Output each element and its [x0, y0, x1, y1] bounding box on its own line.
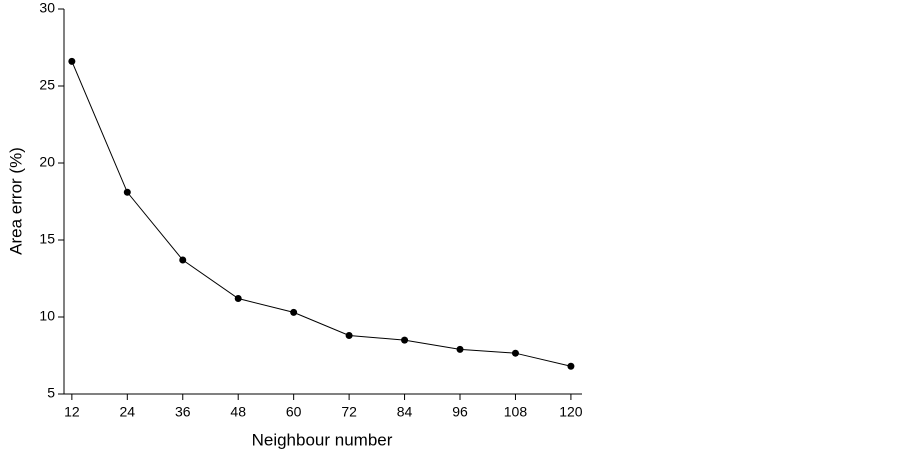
x-tick-label: 36 — [175, 404, 191, 420]
data-point — [456, 345, 464, 353]
data-point — [511, 349, 519, 357]
x-tick-label: 60 — [286, 404, 302, 420]
x-tick-label: 120 — [559, 404, 583, 420]
data-point — [179, 256, 187, 264]
x-axis-title: Neighbour number — [252, 430, 393, 449]
x-tick-label: 84 — [397, 404, 413, 420]
x-tick-label: 96 — [452, 404, 468, 420]
y-tick-label: 25 — [39, 77, 55, 93]
data-line — [71, 61, 572, 367]
x-tick-label: 72 — [341, 404, 357, 420]
y-tick-label: 20 — [39, 154, 55, 170]
x-tick-label: 48 — [230, 404, 246, 420]
x-tick-label: 108 — [504, 404, 528, 420]
y-axis-title: Area error (%) — [6, 147, 25, 255]
data-point — [290, 308, 298, 316]
y-tick-label: 10 — [39, 308, 55, 324]
x-tick-label: 24 — [120, 404, 136, 420]
data-point — [68, 57, 76, 65]
y-tick-label: 15 — [39, 231, 55, 247]
data-point — [401, 336, 409, 344]
y-tick-label: 30 — [39, 0, 55, 16]
data-point — [345, 331, 353, 339]
x-tick-label: 12 — [64, 404, 80, 420]
data-point — [234, 295, 242, 303]
data-point — [567, 362, 575, 370]
y-tick-label: 5 — [47, 385, 55, 401]
data-point — [123, 188, 131, 196]
